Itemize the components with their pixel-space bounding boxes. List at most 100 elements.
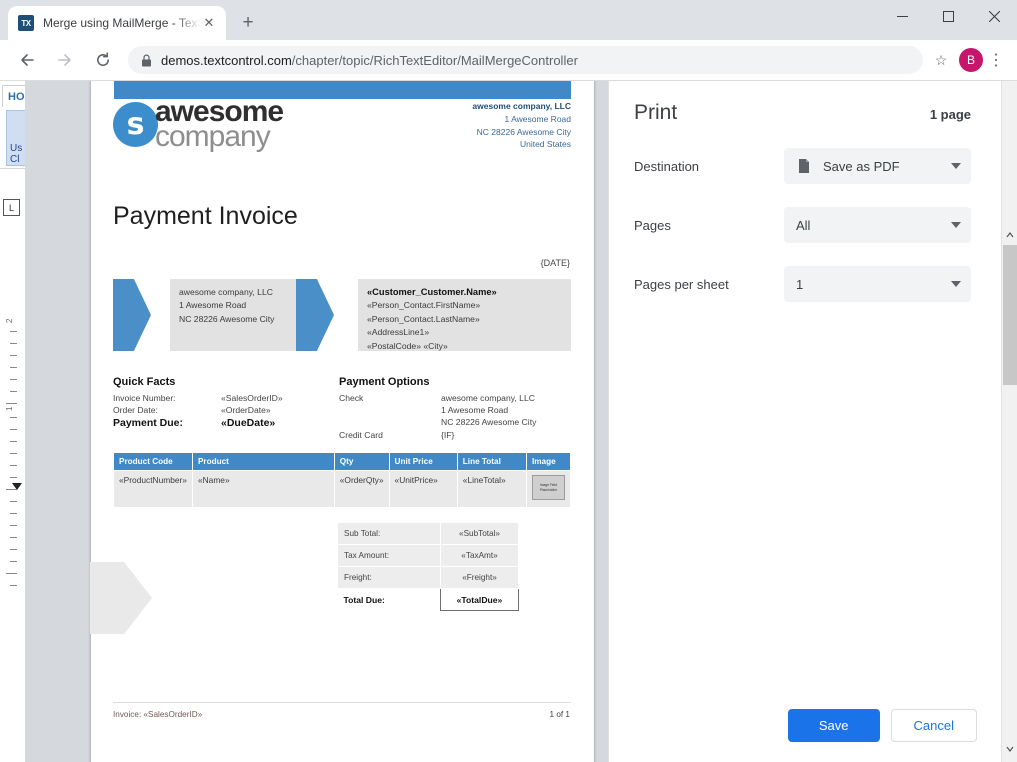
url-domain: demos.textcontrol.com bbox=[161, 52, 292, 68]
company-address-country: United States bbox=[519, 139, 571, 150]
td-product: «Name» bbox=[191, 470, 335, 508]
ribbon-button-label-line1: Us bbox=[10, 143, 23, 154]
table-row: Sub Total: «SubTotal» bbox=[337, 522, 519, 545]
browser-menu-icon[interactable]: ⋮ bbox=[988, 52, 1004, 69]
company-address-street: 1 Awesome Road bbox=[504, 113, 571, 124]
print-dialog-actions: Save Cancel bbox=[787, 709, 977, 742]
destination-select[interactable]: Save as PDF bbox=[784, 148, 971, 184]
sender-line-3: NC 28226 Awesome City bbox=[179, 313, 275, 324]
pages-select[interactable]: All bbox=[784, 207, 971, 243]
page-scrollbar[interactable] bbox=[1001, 81, 1017, 762]
tab-strip: TX Merge using MailMerge - Text C ✕ + bbox=[0, 0, 1017, 40]
logo-wordmark: awesome company bbox=[155, 97, 284, 153]
table-row: Total Due: «TotalDue» bbox=[337, 588, 519, 611]
pages-row: Pages All bbox=[609, 207, 1001, 243]
chevron-down-icon[interactable] bbox=[951, 281, 961, 287]
recipient-address-box: «Customer_Customer.Name» «Person_Contact… bbox=[358, 279, 571, 351]
th-line-total: Line Total bbox=[456, 452, 527, 471]
cancel-button[interactable]: Cancel bbox=[890, 709, 977, 742]
th-image: Image bbox=[525, 452, 572, 471]
table-row: Tax Amount: «TaxAmt» bbox=[337, 544, 519, 567]
window-close-icon[interactable] bbox=[971, 0, 1017, 32]
scroll-down-icon[interactable] bbox=[1002, 741, 1017, 757]
ruler-cursor-marker bbox=[12, 483, 22, 490]
ruler-number-1: 1 bbox=[5, 406, 14, 411]
image-field-placeholder: Image Field Placeholder bbox=[531, 475, 565, 500]
pages-per-sheet-row: Pages per sheet 1 bbox=[609, 266, 1001, 302]
product-table-header-row: Product Code Product Qty Unit Price Line… bbox=[113, 452, 572, 471]
recipient-line-1: «Person_Contact.FirstName» bbox=[367, 300, 481, 311]
profile-avatar[interactable]: B bbox=[959, 48, 983, 72]
document-footer-left: Invoice: «SalesOrderID» bbox=[113, 710, 203, 719]
order-date-label: Order Date: bbox=[113, 405, 158, 415]
chevron-down-icon[interactable] bbox=[951, 163, 961, 169]
total-due-label: Total Due: bbox=[337, 588, 441, 611]
sender-line-1: awesome company, LLC bbox=[179, 287, 273, 297]
credit-card-label: Credit Card bbox=[339, 430, 383, 440]
invoice-number-value: «SalesOrderID» bbox=[221, 393, 283, 403]
check-line-1: awesome company, LLC bbox=[441, 393, 535, 403]
scroll-up-icon[interactable] bbox=[1002, 227, 1017, 243]
td-unit-price: «UnitPrice» bbox=[388, 470, 458, 508]
scrollbar-thumb[interactable] bbox=[1003, 245, 1017, 385]
ruler-corner-tabstop[interactable]: L bbox=[3, 199, 20, 216]
logo-line-2: company bbox=[155, 119, 271, 153]
ruler-number-2: 2 bbox=[5, 318, 14, 323]
td-line-total: «LineTotal» bbox=[456, 470, 527, 508]
th-product: Product bbox=[191, 452, 335, 471]
payment-due-label: Payment Due: bbox=[113, 417, 184, 429]
back-icon[interactable] bbox=[11, 44, 43, 76]
vertical-ruler[interactable]: 2 1 bbox=[0, 221, 26, 651]
td-qty: «OrderQty» bbox=[333, 470, 390, 508]
save-button[interactable]: Save bbox=[787, 709, 880, 742]
footer-divider bbox=[113, 702, 571, 703]
pages-per-sheet-label: Pages per sheet bbox=[634, 276, 729, 292]
sender-arrow-block: awesome company, LLC 1 Awesome Road NC 2… bbox=[113, 279, 305, 351]
recipient-arrow-block: «Customer_Customer.Name» «Person_Contact… bbox=[296, 279, 571, 351]
th-unit-price: Unit Price bbox=[388, 452, 458, 471]
url-path: /chapter/topic/RichTextEditor/MailMergeC… bbox=[291, 52, 578, 68]
pages-per-sheet-select[interactable]: 1 bbox=[784, 266, 971, 302]
payment-due-value: «DueDate» bbox=[221, 417, 276, 429]
ribbon-button-label: Us Cl bbox=[10, 143, 22, 165]
reload-icon[interactable] bbox=[87, 44, 119, 76]
address-bar-url: demos.textcontrol.com/chapter/topic/Rich… bbox=[161, 53, 913, 68]
document-header-banner bbox=[114, 81, 571, 99]
bookmark-star-icon[interactable]: ☆ bbox=[934, 51, 948, 68]
td-image: Image Field Placeholder bbox=[525, 470, 572, 508]
print-page-count: 1 page bbox=[929, 107, 971, 122]
freight-label: Freight: bbox=[337, 566, 441, 589]
sender-arrow-icon bbox=[113, 279, 151, 351]
chevron-down-icon[interactable] bbox=[951, 222, 961, 228]
address-bar[interactable]: demos.textcontrol.com/chapter/topic/Rich… bbox=[128, 46, 923, 74]
recipient-arrow-icon bbox=[296, 279, 334, 351]
table-row: Freight: «Freight» bbox=[337, 566, 519, 589]
document-footer-right: 1 of 1 bbox=[549, 710, 571, 719]
th-qty: Qty bbox=[333, 452, 390, 471]
tab-favicon-icon: TX bbox=[18, 15, 34, 31]
check-line-3: NC 28226 Awesome City bbox=[441, 417, 537, 427]
date-merge-field: {DATE} bbox=[540, 258, 570, 268]
forward-icon[interactable] bbox=[49, 44, 81, 76]
invoice-number-label: Invoice Number: bbox=[113, 393, 176, 403]
window-maximize-icon[interactable] bbox=[925, 0, 971, 32]
ribbon-button-label-line2: Cl bbox=[10, 154, 20, 165]
browser-tab[interactable]: TX Merge using MailMerge - Text C ✕ bbox=[8, 6, 226, 40]
order-date-value: «OrderDate» bbox=[221, 405, 271, 415]
company-address-name: awesome company, LLC bbox=[472, 101, 571, 111]
window-minimize-icon[interactable] bbox=[879, 0, 925, 32]
company-address-city: NC 28226 Awesome City bbox=[476, 126, 571, 137]
print-dialog-header: Print 1 page bbox=[609, 81, 1001, 125]
tax-amount-label: Tax Amount: bbox=[337, 544, 441, 567]
tab-close-icon[interactable]: ✕ bbox=[203, 15, 215, 30]
totals-table: Sub Total: «SubTotal» Tax Amount: «TaxAm… bbox=[337, 522, 519, 611]
sender-address-box: awesome company, LLC 1 Awesome Road NC 2… bbox=[170, 279, 305, 351]
lock-icon bbox=[141, 54, 152, 67]
recipient-line-4: «PostalCode» «City» bbox=[367, 340, 448, 351]
new-tab-button[interactable]: + bbox=[242, 12, 254, 33]
quick-facts-heading: Quick Facts bbox=[113, 376, 176, 388]
company-logo: s awesome company bbox=[113, 97, 284, 153]
watermark-arrow-icon bbox=[90, 562, 152, 634]
freight-value: «Freight» bbox=[440, 566, 519, 589]
